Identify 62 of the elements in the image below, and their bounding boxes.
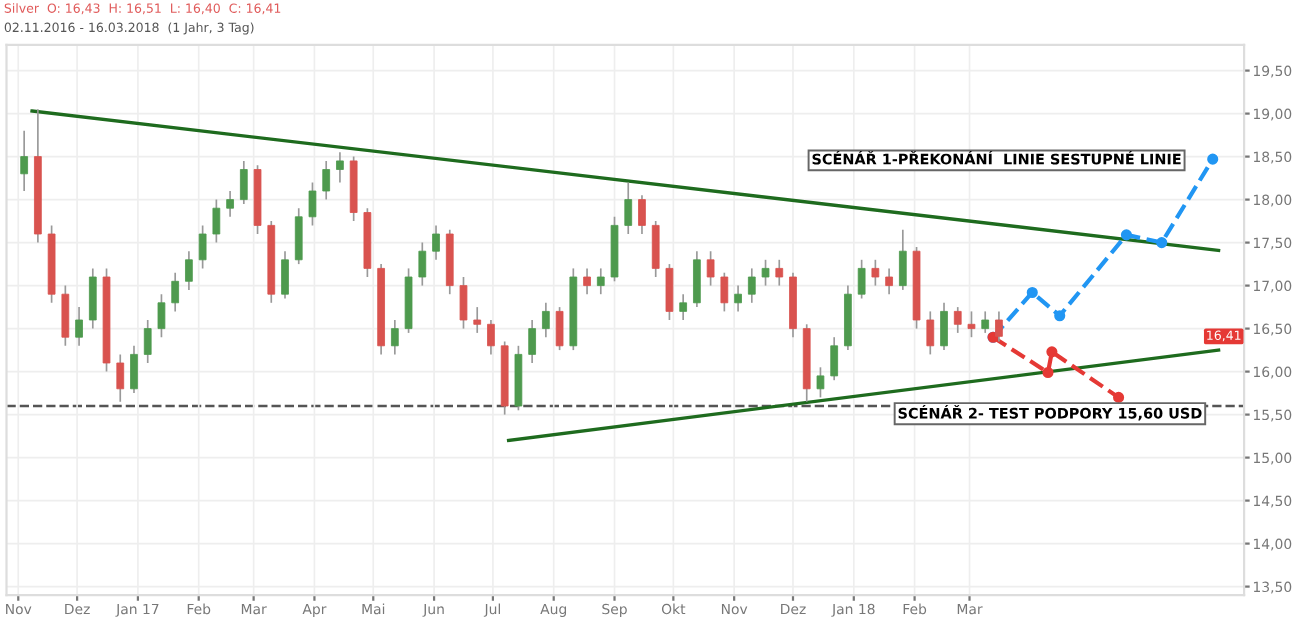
candlestick: [171, 271, 180, 313]
candlestick: [706, 250, 715, 287]
point: [1054, 310, 1066, 322]
candlestick: [953, 306, 962, 334]
candlestick: [665, 263, 674, 321]
candlestick: [226, 190, 234, 218]
candlestick: [596, 267, 605, 296]
candlestick: [693, 250, 701, 308]
candlestick: [308, 181, 317, 227]
candlestick: [995, 310, 1003, 343]
candlestick: [981, 310, 990, 334]
candlestick: [473, 306, 482, 334]
candlestick: [459, 276, 468, 330]
candlestick: [761, 258, 770, 287]
candlestick: [281, 250, 289, 300]
candlestick: [734, 284, 742, 313]
candlestick: [130, 344, 138, 394]
candlestick: [679, 293, 688, 321]
candlestick: [185, 250, 193, 291]
candlestick: [116, 353, 125, 403]
candlestick: [322, 160, 331, 201]
candlestick: [898, 228, 907, 291]
candlestick: [555, 306, 564, 351]
candlestick: [638, 194, 646, 235]
candlestick: [212, 198, 221, 244]
candlestick: [816, 366, 825, 399]
candlestick: [157, 293, 166, 339]
candlestick: [432, 224, 440, 261]
candlestick: [294, 207, 303, 265]
point: [1113, 391, 1125, 403]
candlestick: [624, 181, 633, 235]
candlestick: [583, 267, 591, 296]
candlestick: [747, 267, 756, 304]
candlestick: [885, 267, 893, 296]
candlestick: [857, 258, 866, 300]
candlestick: [967, 310, 976, 339]
candlestick: [775, 258, 784, 287]
candlestick: [75, 306, 83, 347]
candlestick: [926, 310, 935, 356]
candlestick: [239, 160, 248, 205]
point: [1207, 153, 1219, 165]
point: [1046, 346, 1058, 358]
candlestick: [20, 129, 28, 192]
candlestick: [88, 267, 97, 330]
candlestick: [651, 220, 660, 278]
candlestick: [418, 241, 427, 287]
point: [1156, 237, 1168, 249]
candlestick: [487, 319, 495, 356]
candlestick: [871, 258, 880, 287]
candlestick: [390, 319, 399, 356]
candlestick: [830, 336, 839, 382]
point: [1026, 286, 1038, 299]
candlestick: [143, 319, 152, 364]
candlestick: [528, 319, 536, 364]
point: [1042, 366, 1054, 379]
candlestick: [940, 301, 948, 351]
candlestick: [542, 301, 550, 339]
candlestick: [336, 151, 344, 184]
candlestick: [720, 271, 729, 313]
candlestick: [61, 284, 70, 347]
point: [1120, 229, 1132, 241]
candlestick: [198, 224, 207, 270]
